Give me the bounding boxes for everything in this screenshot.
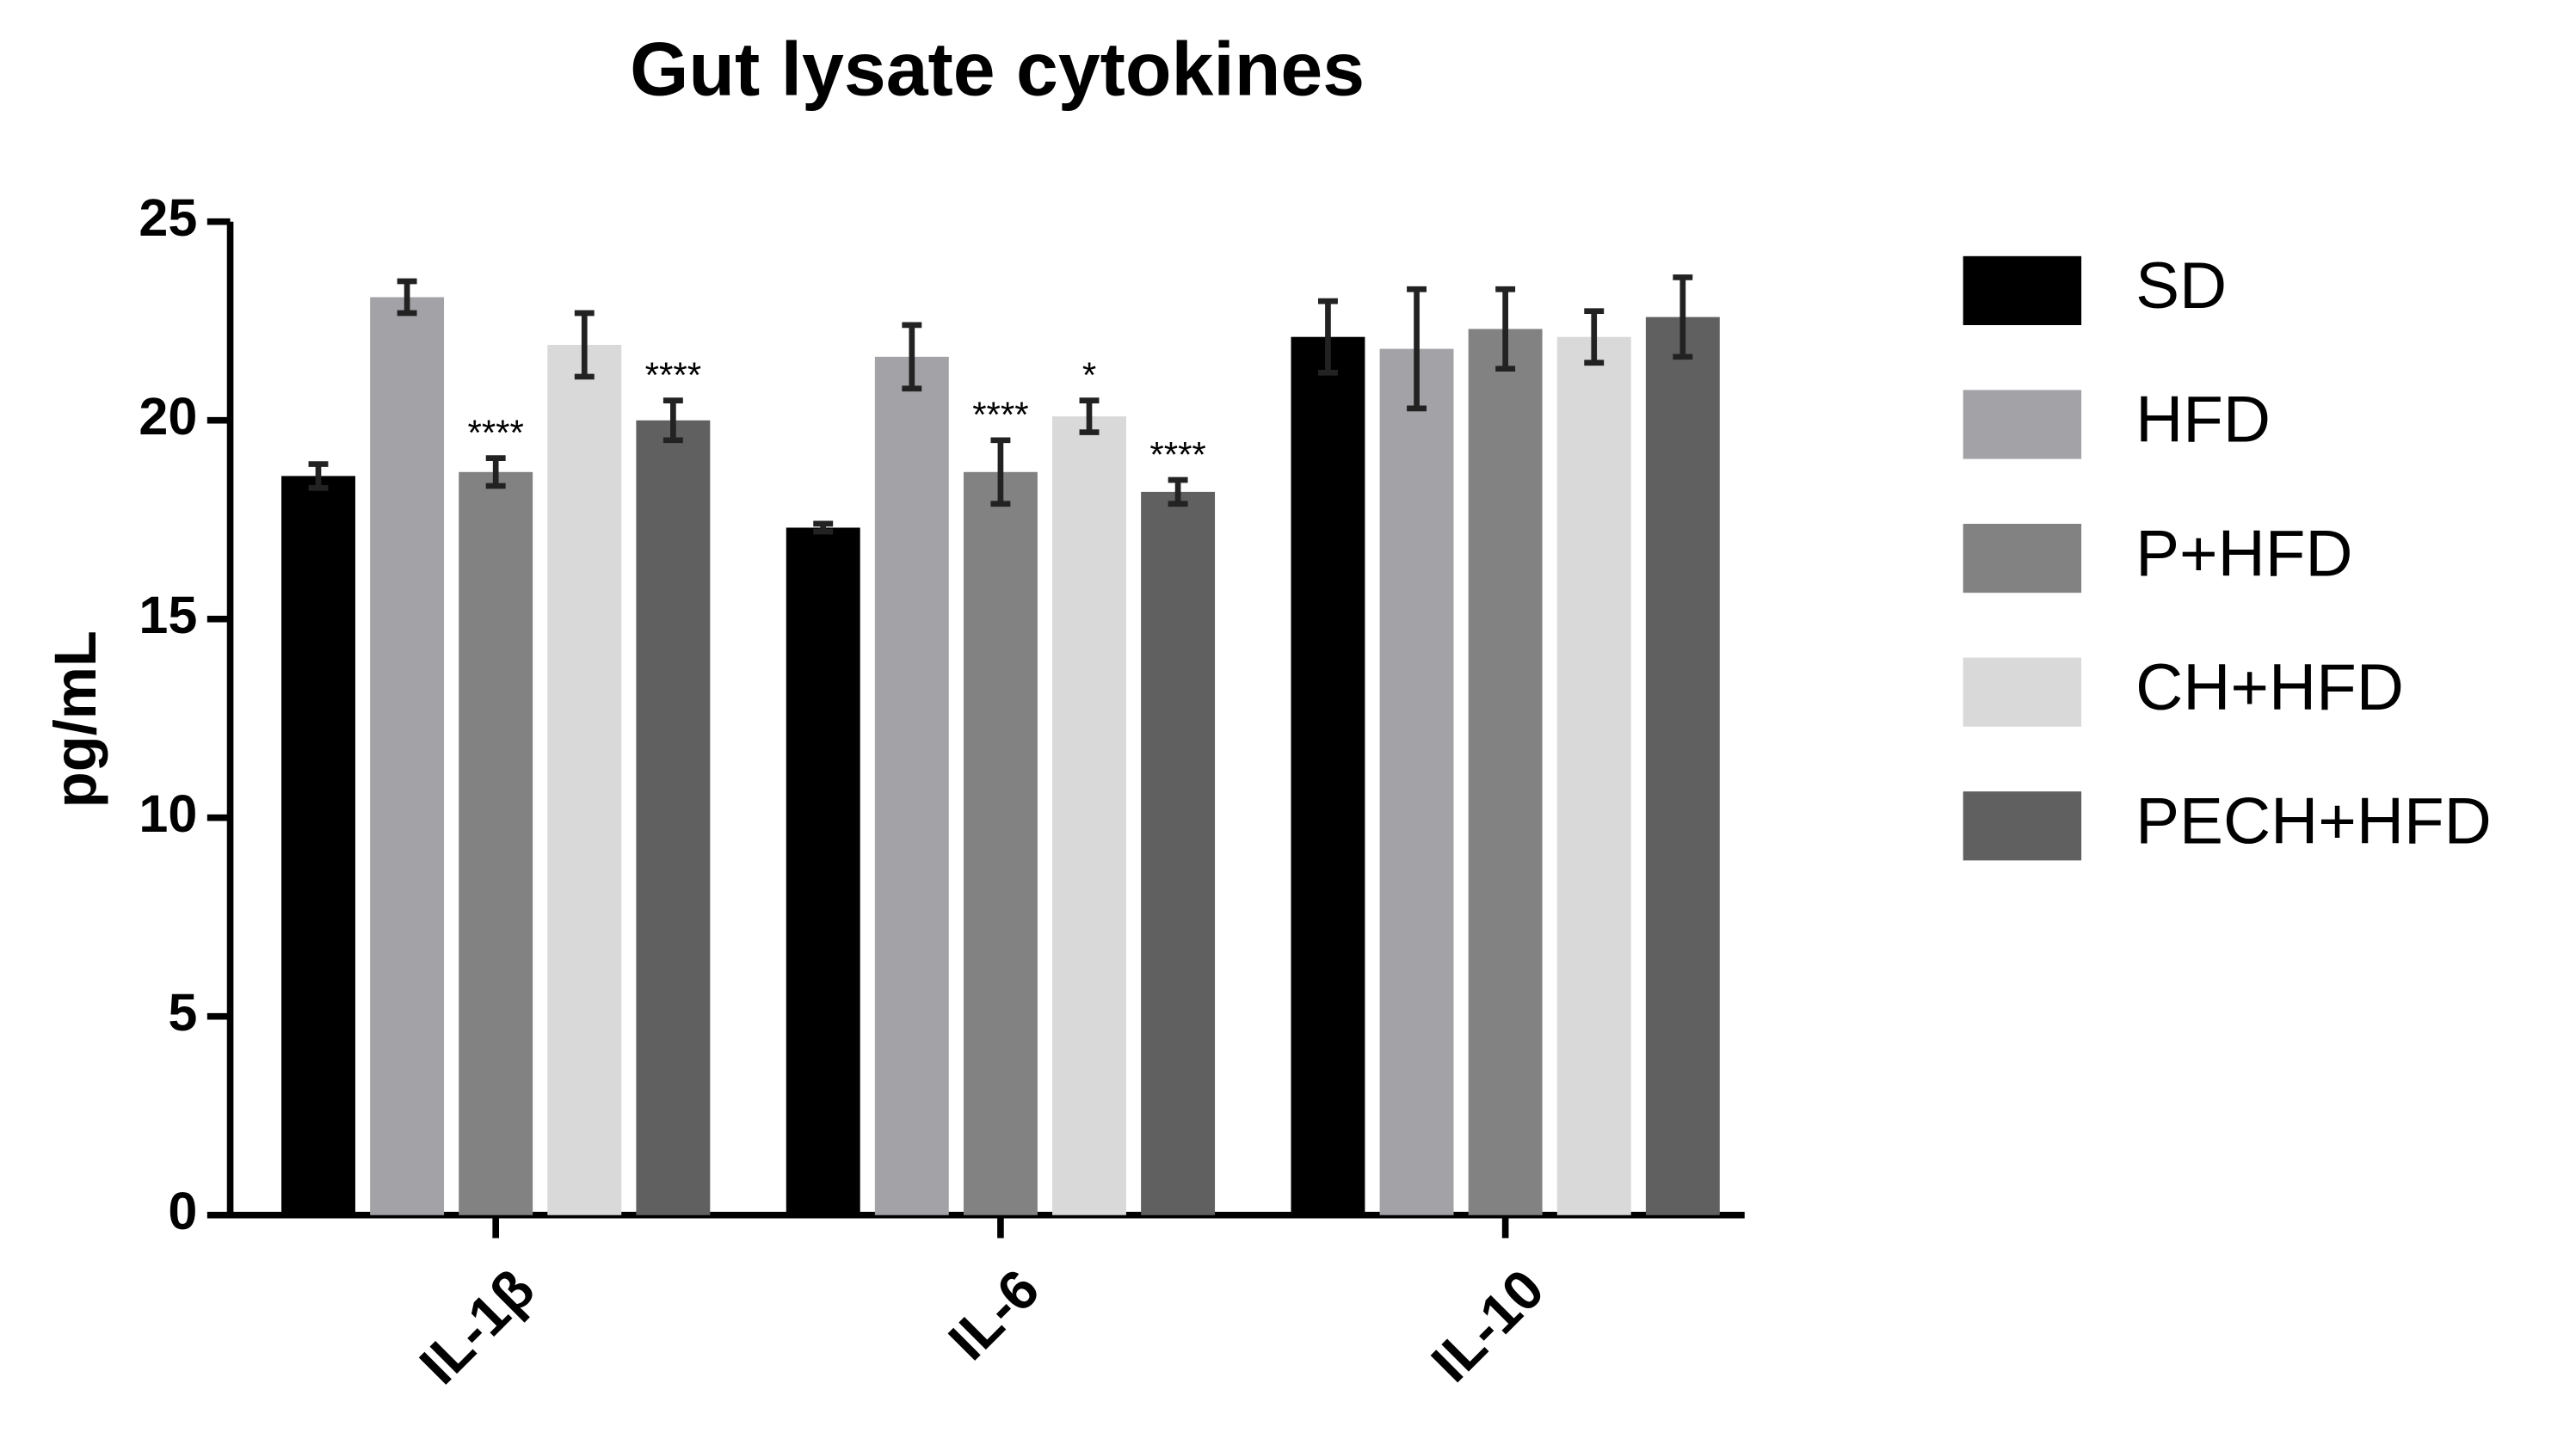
y-tick-label: 10 xyxy=(139,784,197,843)
error-bar xyxy=(308,461,329,491)
significance-label: **** xyxy=(645,354,701,395)
bar xyxy=(370,297,445,1215)
legend-label: PECH+HFD xyxy=(2135,784,2492,858)
x-tick-label: IL-10 xyxy=(1419,1257,1556,1394)
y-axis-label: pg/mL xyxy=(42,630,108,808)
legend-label: P+HFD xyxy=(2135,517,2352,590)
y-tick-label: 25 xyxy=(139,188,197,247)
bar xyxy=(1141,491,1216,1215)
y-tick-label: 0 xyxy=(168,1182,197,1240)
x-tick-label: IL-6 xyxy=(936,1257,1051,1372)
bar xyxy=(1645,317,1720,1215)
bar xyxy=(1556,336,1631,1215)
x-tick-label: IL-1β xyxy=(408,1257,546,1396)
error-bar xyxy=(813,520,834,535)
error-bar xyxy=(1407,286,1427,412)
error-bar xyxy=(662,397,683,444)
bar xyxy=(281,476,355,1215)
error-bar xyxy=(1584,308,1605,366)
significance-label: **** xyxy=(972,395,1028,435)
legend-swatch xyxy=(1963,657,2082,727)
error-bar xyxy=(1495,286,1516,372)
legend-swatch xyxy=(1963,255,2082,325)
error-bar xyxy=(485,455,506,489)
legend-swatch xyxy=(1963,524,2082,593)
error-bar xyxy=(397,278,417,317)
error-bar xyxy=(574,310,595,380)
legend-swatch xyxy=(1963,791,2082,861)
error-bar xyxy=(1079,397,1100,435)
y-tick-label: 15 xyxy=(139,586,197,644)
error-bar xyxy=(902,322,922,392)
chart-title: Gut lysate cytokines xyxy=(630,28,1365,112)
error-bar xyxy=(990,437,1011,507)
significance-label: * xyxy=(1082,354,1096,395)
bar xyxy=(1468,329,1543,1215)
bar xyxy=(1291,336,1365,1215)
bar xyxy=(874,356,949,1215)
bar xyxy=(1379,348,1454,1215)
error-bar xyxy=(1673,274,1693,360)
error-bar xyxy=(1168,477,1188,507)
bar xyxy=(786,527,860,1215)
legend-label: HFD xyxy=(2135,384,2271,457)
bar xyxy=(1052,416,1126,1215)
legend-label: CH+HFD xyxy=(2135,651,2404,724)
significance-label: **** xyxy=(1149,434,1205,475)
bar xyxy=(459,471,533,1215)
legend-swatch xyxy=(1963,390,2082,459)
y-tick-label: 5 xyxy=(168,983,197,1042)
bar xyxy=(963,471,1038,1215)
bar xyxy=(636,420,711,1215)
legend-label: SD xyxy=(2135,249,2227,323)
significance-label: **** xyxy=(467,412,523,452)
y-tick-label: 20 xyxy=(139,387,197,446)
error-bar xyxy=(1317,298,1338,376)
bar xyxy=(547,344,622,1215)
